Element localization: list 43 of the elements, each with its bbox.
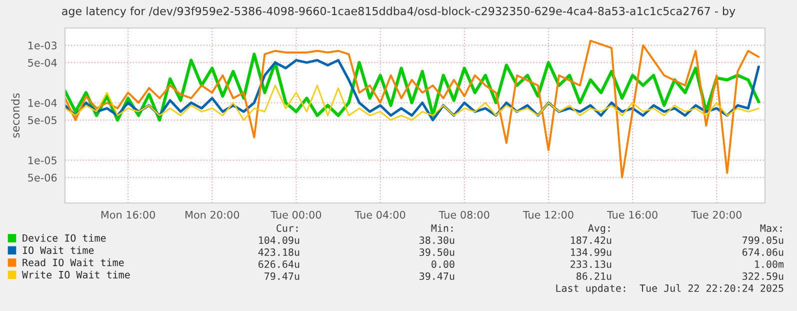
line-series <box>65 40 760 178</box>
text: 104.09u <box>259 236 300 244</box>
legend-label: Write IO Wait time <box>22 270 130 278</box>
text: Min: <box>431 224 453 232</box>
legend-label: Read IO Wait time <box>22 258 124 266</box>
text: 322.59u <box>742 272 784 280</box>
x-tick-label: Tue 16:00 <box>606 210 658 219</box>
text: 39.50u <box>420 248 454 256</box>
x-tick-label: Tue 08:00 <box>438 210 490 219</box>
text: 1.00m <box>755 260 784 268</box>
text: 38.30u <box>420 236 454 244</box>
chart-title: age latency for /dev/93f959e2-5386-4098-9660-1cae815ddba4/osd-block-c2932350-629e-4ca4-8a53-a1c1c5ca2767 - by <box>62 6 736 18</box>
text: Last update: Tue Jul 22 22:20:24 2025 <box>556 284 784 294</box>
x-tick-label: Mon 20:00 <box>186 210 240 219</box>
text: 233.13u <box>570 260 612 268</box>
x-tick-label: Tue 04:00 <box>354 210 406 219</box>
text: 39.47u <box>420 272 454 280</box>
x-tick-label: Tue 12:00 <box>522 210 574 219</box>
line-series <box>65 84 760 121</box>
x-tick-label: Tue 00:00 <box>270 210 322 219</box>
text: 187.42u <box>571 236 612 244</box>
text: 0.00 <box>432 260 454 268</box>
text: 86.21u <box>576 272 612 280</box>
y-tick-label: 1e-04 <box>28 98 57 107</box>
text: Cur: <box>276 224 298 232</box>
text: 799.05u <box>742 236 784 244</box>
x-tick-label: Mon 16:00 <box>101 210 156 219</box>
legend-label: IO Wait time <box>22 246 94 254</box>
y-tick-label: 1e-03 <box>28 42 57 50</box>
text: Max: <box>760 224 782 232</box>
y-tick-label: 5e-06 <box>28 174 57 182</box>
legend-label: Device IO time <box>22 234 106 242</box>
x-tick-label: Tue 20:00 <box>691 210 742 219</box>
text: 674.06u <box>742 248 784 256</box>
text: 134.99u <box>571 248 612 256</box>
text: 626.64u <box>258 260 300 268</box>
text: Avg: <box>588 224 610 234</box>
text: 79.47u <box>264 272 300 280</box>
y-tick-label: 1e-05 <box>28 156 56 164</box>
text: 423.18u <box>258 248 300 256</box>
y-axis-title: seconds <box>11 93 20 138</box>
y-tick-label: 5e-05 <box>28 116 56 124</box>
y-tick-label: 5e-04 <box>28 58 57 67</box>
